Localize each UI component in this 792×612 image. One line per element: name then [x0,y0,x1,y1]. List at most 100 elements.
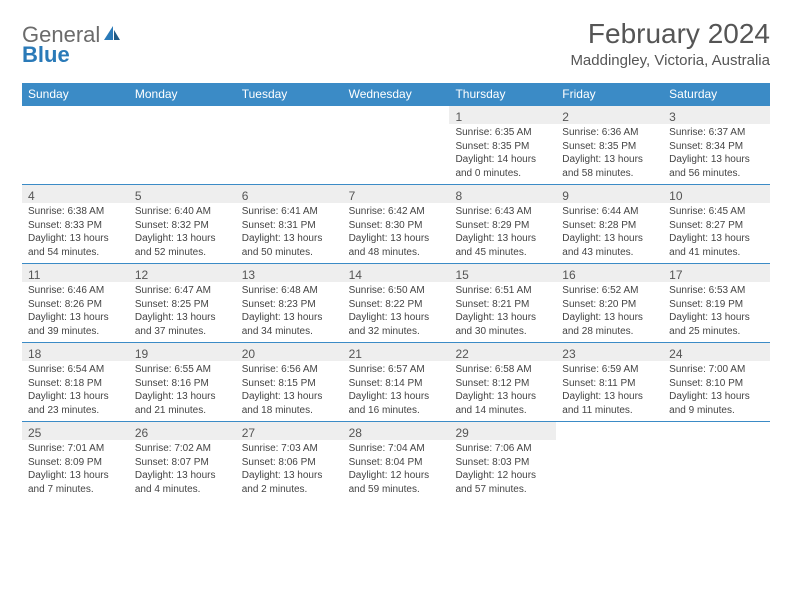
day-body: Sunrise: 6:46 AMSunset: 8:26 PMDaylight:… [22,282,129,342]
day-cell: 27Sunrise: 7:03 AMSunset: 8:06 PMDayligh… [236,422,343,500]
day-body: Sunrise: 6:47 AMSunset: 8:25 PMDaylight:… [129,282,236,342]
day-number: 8 [449,185,556,203]
day-body: Sunrise: 6:52 AMSunset: 8:20 PMDaylight:… [556,282,663,342]
day-number [129,106,236,124]
day-cell: 29Sunrise: 7:06 AMSunset: 8:03 PMDayligh… [449,422,556,500]
day-cell [236,106,343,184]
day-cell: 28Sunrise: 7:04 AMSunset: 8:04 PMDayligh… [343,422,450,500]
day-cell [129,106,236,184]
weekday-header: Saturday [663,83,770,105]
week-row: 1Sunrise: 6:35 AMSunset: 8:35 PMDaylight… [22,105,770,184]
day-body: Sunrise: 6:55 AMSunset: 8:16 PMDaylight:… [129,361,236,421]
month-title: February 2024 [570,18,770,50]
day-body: Sunrise: 6:56 AMSunset: 8:15 PMDaylight:… [236,361,343,421]
day-body: Sunrise: 6:53 AMSunset: 8:19 PMDaylight:… [663,282,770,342]
day-body: Sunrise: 6:41 AMSunset: 8:31 PMDaylight:… [236,203,343,263]
day-body: Sunrise: 6:51 AMSunset: 8:21 PMDaylight:… [449,282,556,342]
day-body: Sunrise: 6:54 AMSunset: 8:18 PMDaylight:… [22,361,129,421]
day-number: 21 [343,343,450,361]
day-number: 15 [449,264,556,282]
day-number: 27 [236,422,343,440]
day-body: Sunrise: 6:37 AMSunset: 8:34 PMDaylight:… [663,124,770,184]
day-body: Sunrise: 6:57 AMSunset: 8:14 PMDaylight:… [343,361,450,421]
week-row: 4Sunrise: 6:38 AMSunset: 8:33 PMDaylight… [22,184,770,263]
day-cell: 26Sunrise: 7:02 AMSunset: 8:07 PMDayligh… [129,422,236,500]
day-number: 17 [663,264,770,282]
day-cell: 13Sunrise: 6:48 AMSunset: 8:23 PMDayligh… [236,264,343,342]
day-cell: 15Sunrise: 6:51 AMSunset: 8:21 PMDayligh… [449,264,556,342]
day-number: 11 [22,264,129,282]
day-number: 5 [129,185,236,203]
day-number: 6 [236,185,343,203]
logo-sail-icon [102,24,122,47]
weekday-header: Monday [129,83,236,105]
day-body: Sunrise: 6:59 AMSunset: 8:11 PMDaylight:… [556,361,663,421]
day-number [236,106,343,124]
day-cell: 25Sunrise: 7:01 AMSunset: 8:09 PMDayligh… [22,422,129,500]
day-body: Sunrise: 6:48 AMSunset: 8:23 PMDaylight:… [236,282,343,342]
day-number: 28 [343,422,450,440]
day-number: 18 [22,343,129,361]
weekday-header-row: SundayMondayTuesdayWednesdayThursdayFrid… [22,83,770,105]
day-cell: 4Sunrise: 6:38 AMSunset: 8:33 PMDaylight… [22,185,129,263]
day-number [343,106,450,124]
day-number: 10 [663,185,770,203]
weeks-container: 1Sunrise: 6:35 AMSunset: 8:35 PMDaylight… [22,105,770,500]
day-cell: 5Sunrise: 6:40 AMSunset: 8:32 PMDaylight… [129,185,236,263]
header: General February 2024 Maddingley, Victor… [22,18,770,69]
day-number [22,106,129,124]
day-number: 2 [556,106,663,124]
day-body: Sunrise: 7:04 AMSunset: 8:04 PMDaylight:… [343,440,450,500]
logo-text-blue: Blue [22,42,70,67]
day-cell: 6Sunrise: 6:41 AMSunset: 8:31 PMDaylight… [236,185,343,263]
day-body: Sunrise: 6:50 AMSunset: 8:22 PMDaylight:… [343,282,450,342]
day-number: 14 [343,264,450,282]
title-block: February 2024 Maddingley, Victoria, Aust… [570,18,770,69]
day-number: 9 [556,185,663,203]
day-cell [22,106,129,184]
day-number: 20 [236,343,343,361]
day-cell: 22Sunrise: 6:58 AMSunset: 8:12 PMDayligh… [449,343,556,421]
day-cell: 14Sunrise: 6:50 AMSunset: 8:22 PMDayligh… [343,264,450,342]
day-number: 12 [129,264,236,282]
day-cell: 18Sunrise: 6:54 AMSunset: 8:18 PMDayligh… [22,343,129,421]
day-body: Sunrise: 6:58 AMSunset: 8:12 PMDaylight:… [449,361,556,421]
weekday-header: Thursday [449,83,556,105]
week-row: 25Sunrise: 7:01 AMSunset: 8:09 PMDayligh… [22,421,770,500]
day-cell: 17Sunrise: 6:53 AMSunset: 8:19 PMDayligh… [663,264,770,342]
day-number: 13 [236,264,343,282]
day-body: Sunrise: 6:45 AMSunset: 8:27 PMDaylight:… [663,203,770,263]
day-body: Sunrise: 6:36 AMSunset: 8:35 PMDaylight:… [556,124,663,184]
day-body: Sunrise: 7:00 AMSunset: 8:10 PMDaylight:… [663,361,770,421]
day-number: 26 [129,422,236,440]
day-body: Sunrise: 7:01 AMSunset: 8:09 PMDaylight:… [22,440,129,500]
day-number [663,422,770,440]
weekday-header: Tuesday [236,83,343,105]
day-number [556,422,663,440]
day-body: Sunrise: 6:42 AMSunset: 8:30 PMDaylight:… [343,203,450,263]
day-body: Sunrise: 6:35 AMSunset: 8:35 PMDaylight:… [449,124,556,184]
day-cell: 2Sunrise: 6:36 AMSunset: 8:35 PMDaylight… [556,106,663,184]
day-cell: 21Sunrise: 6:57 AMSunset: 8:14 PMDayligh… [343,343,450,421]
day-number: 29 [449,422,556,440]
day-cell [343,106,450,184]
day-cell: 7Sunrise: 6:42 AMSunset: 8:30 PMDaylight… [343,185,450,263]
day-cell: 24Sunrise: 7:00 AMSunset: 8:10 PMDayligh… [663,343,770,421]
day-body: Sunrise: 6:40 AMSunset: 8:32 PMDaylight:… [129,203,236,263]
day-number: 19 [129,343,236,361]
day-cell: 1Sunrise: 6:35 AMSunset: 8:35 PMDaylight… [449,106,556,184]
day-body: Sunrise: 6:44 AMSunset: 8:28 PMDaylight:… [556,203,663,263]
day-cell: 16Sunrise: 6:52 AMSunset: 8:20 PMDayligh… [556,264,663,342]
day-body: Sunrise: 6:38 AMSunset: 8:33 PMDaylight:… [22,203,129,263]
day-number: 24 [663,343,770,361]
day-cell: 12Sunrise: 6:47 AMSunset: 8:25 PMDayligh… [129,264,236,342]
day-number: 25 [22,422,129,440]
day-cell: 23Sunrise: 6:59 AMSunset: 8:11 PMDayligh… [556,343,663,421]
calendar: SundayMondayTuesdayWednesdayThursdayFrid… [22,83,770,500]
weekday-header: Sunday [22,83,129,105]
day-cell: 10Sunrise: 6:45 AMSunset: 8:27 PMDayligh… [663,185,770,263]
week-row: 18Sunrise: 6:54 AMSunset: 8:18 PMDayligh… [22,342,770,421]
day-cell: 11Sunrise: 6:46 AMSunset: 8:26 PMDayligh… [22,264,129,342]
location: Maddingley, Victoria, Australia [570,52,770,69]
day-number: 1 [449,106,556,124]
